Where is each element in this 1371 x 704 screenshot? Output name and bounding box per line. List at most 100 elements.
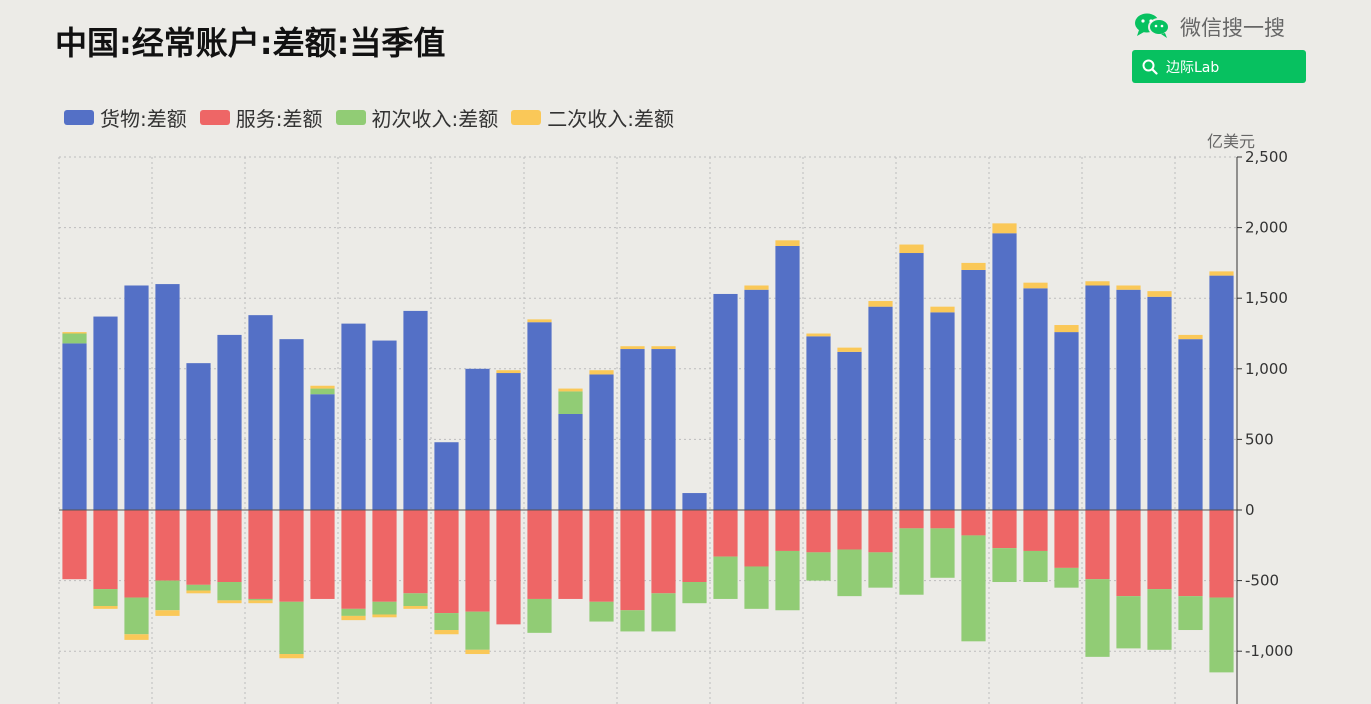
bar-segment [310, 385, 335, 389]
bar-segment [1023, 288, 1048, 510]
y-tick-label: 0 [1245, 501, 1255, 519]
bar-segment [961, 510, 986, 536]
bar-segment [341, 615, 366, 621]
bar-segment [434, 630, 459, 635]
legend-label: 初次收入:差额 [371, 107, 499, 131]
bar-segment [1054, 332, 1079, 510]
bar-segment [124, 634, 149, 640]
bar-segment [434, 613, 459, 631]
y-tick-label: 2,500 [1245, 148, 1288, 166]
bar-segment [372, 340, 397, 510]
wechat-logo-icon [1134, 12, 1170, 42]
bar-segment [1147, 589, 1172, 650]
y-axis: 2,500 2,000 1,500 1,000 500 0 -500 -1,000 亿美元 [59, 132, 1293, 704]
bar-segment [403, 606, 428, 609]
bar-segment [434, 442, 459, 510]
bar-segment [992, 548, 1017, 583]
legend-label: 二次收入:差额 [547, 107, 674, 131]
bar-segment [930, 528, 955, 578]
bar-segment [279, 339, 304, 510]
bar-segment [1178, 510, 1203, 597]
bar-segment [651, 349, 676, 510]
bar-segment [372, 510, 397, 602]
bar-segment [806, 336, 831, 510]
bar-segment [93, 510, 118, 590]
bar-segment [775, 550, 800, 611]
y-tick-label: 1,000 [1245, 360, 1288, 378]
y-tick-label: -1,000 [1245, 642, 1293, 660]
bar-segment [527, 598, 552, 633]
bar-segment [124, 285, 149, 510]
bar-segment [248, 510, 273, 599]
bar-segment [744, 289, 769, 510]
bar-segment [279, 601, 304, 655]
bar-segment [868, 301, 893, 307]
legend-item[interactable]: 初次收入:差额 [335, 103, 499, 132]
bar-segment [1023, 510, 1048, 551]
bar-segment [1147, 296, 1172, 510]
search-button[interactable]: 边际Lab [1132, 50, 1306, 83]
bar-segment [186, 590, 211, 594]
bar-segment [217, 334, 242, 510]
bar-segment [837, 549, 862, 597]
bar-segment [930, 312, 955, 510]
bar-segment [992, 510, 1017, 549]
bar-segment [1178, 334, 1203, 340]
bar-segment [930, 510, 955, 529]
bar-segment [1054, 567, 1079, 588]
bar-segment [961, 535, 986, 642]
bar-segment [279, 510, 304, 602]
bar-segment [930, 306, 955, 313]
bar-segment [496, 373, 521, 510]
bar-segment [1116, 510, 1141, 597]
legend-label: 服务:差额 [235, 107, 323, 131]
bar-segment [589, 510, 614, 602]
bar-segment [527, 510, 552, 599]
legend-item[interactable]: 二次收入:差额 [511, 103, 674, 132]
bar-segment [93, 316, 118, 510]
bar-segment [558, 413, 583, 510]
bar-segment [961, 269, 986, 510]
y-axis-unit: 亿美元 [1207, 132, 1255, 151]
legend-item[interactable]: 货物:差额 [64, 103, 187, 132]
bar-segment [155, 284, 180, 510]
bar-segment [1085, 281, 1110, 286]
bar-segment [682, 510, 707, 583]
bar-segment [124, 597, 149, 635]
bar-segment [992, 233, 1017, 511]
bar-segment [682, 493, 707, 510]
bar-segment [403, 593, 428, 607]
bar-segment [1147, 510, 1172, 590]
bar-segment [744, 285, 769, 290]
bar-segment [589, 370, 614, 375]
bar-segment [496, 510, 521, 625]
legend-item[interactable]: 服务:差额 [199, 103, 323, 132]
bar-segment [248, 600, 273, 604]
chart-title: 中国:经常账户:差额:当季值 [55, 24, 446, 62]
brand-text: 微信搜一搜 [1180, 16, 1285, 40]
legend-swatch [511, 110, 542, 125]
legend-swatch [64, 110, 94, 125]
bar-segment [899, 253, 924, 511]
bar-segment [403, 310, 428, 510]
bar-segment [775, 245, 800, 510]
bar-segment [899, 510, 924, 529]
bar-segment [961, 262, 986, 270]
bar-segment [93, 606, 118, 609]
bar-segment [527, 322, 552, 510]
bar-segment [775, 240, 800, 246]
bar-segment [837, 351, 862, 510]
bar-segment [341, 510, 366, 609]
bar-segment [620, 510, 645, 611]
bar-segment [806, 552, 831, 581]
bar-segment [248, 598, 273, 601]
bar-segment [465, 649, 490, 655]
bar-segment [1023, 550, 1048, 583]
bar-segment [1054, 325, 1079, 333]
bar-segment [62, 343, 87, 510]
bar-segment [1085, 285, 1110, 510]
bar-segment [558, 388, 583, 392]
bar-segment [310, 510, 335, 599]
bar-segment [62, 333, 87, 344]
